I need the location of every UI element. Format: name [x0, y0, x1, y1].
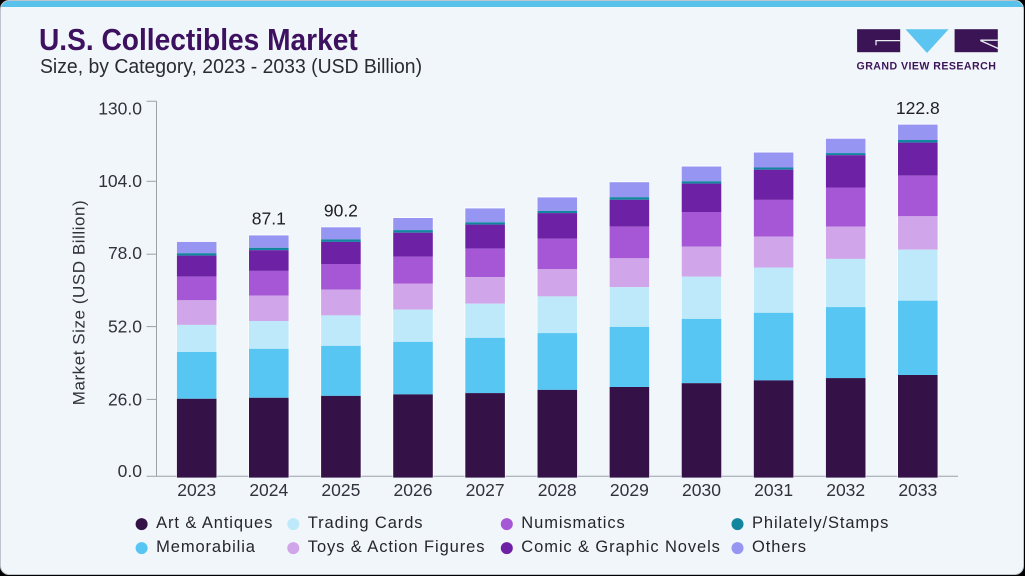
- svg-text:2024: 2024: [249, 480, 288, 500]
- svg-text:2028: 2028: [538, 480, 577, 500]
- svg-text:122.8: 122.8: [896, 98, 940, 118]
- svg-text:2023: 2023: [177, 480, 216, 500]
- svg-text:78.0: 78.0: [108, 243, 142, 263]
- svg-text:26.0: 26.0: [108, 390, 142, 410]
- svg-text:GRAND VIEW RESEARCH: GRAND VIEW RESEARCH: [857, 60, 997, 72]
- svg-text:2025: 2025: [321, 480, 360, 500]
- svg-text:2027: 2027: [466, 480, 505, 500]
- svg-text:90.2: 90.2: [324, 201, 358, 221]
- svg-text:Art & Antiques: Art & Antiques: [156, 514, 273, 532]
- svg-text:Market Size (USD Billion): Market Size (USD Billion): [70, 200, 89, 406]
- svg-text:2029: 2029: [610, 480, 649, 500]
- svg-text:2026: 2026: [394, 480, 433, 500]
- svg-text:Philately/Stamps: Philately/Stamps: [752, 514, 889, 532]
- svg-text:Toys & Action Figures: Toys & Action Figures: [308, 538, 486, 556]
- svg-text:Trading Cards: Trading Cards: [308, 514, 424, 532]
- svg-text:2033: 2033: [898, 480, 937, 500]
- svg-text:Numismatics: Numismatics: [521, 514, 625, 532]
- svg-text:Others: Others: [752, 538, 807, 556]
- svg-text:52.0: 52.0: [108, 316, 142, 336]
- svg-text:0.0: 0.0: [118, 461, 143, 481]
- svg-text:Comic & Graphic Novels: Comic & Graphic Novels: [521, 538, 721, 556]
- svg-text:Memorabilia: Memorabilia: [156, 538, 256, 556]
- svg-text:2030: 2030: [682, 480, 721, 500]
- svg-text:104.0: 104.0: [98, 171, 142, 191]
- svg-text:2032: 2032: [826, 480, 865, 500]
- svg-text:130.0: 130.0: [98, 98, 142, 118]
- svg-text:87.1: 87.1: [252, 209, 286, 229]
- svg-text:2031: 2031: [754, 480, 793, 500]
